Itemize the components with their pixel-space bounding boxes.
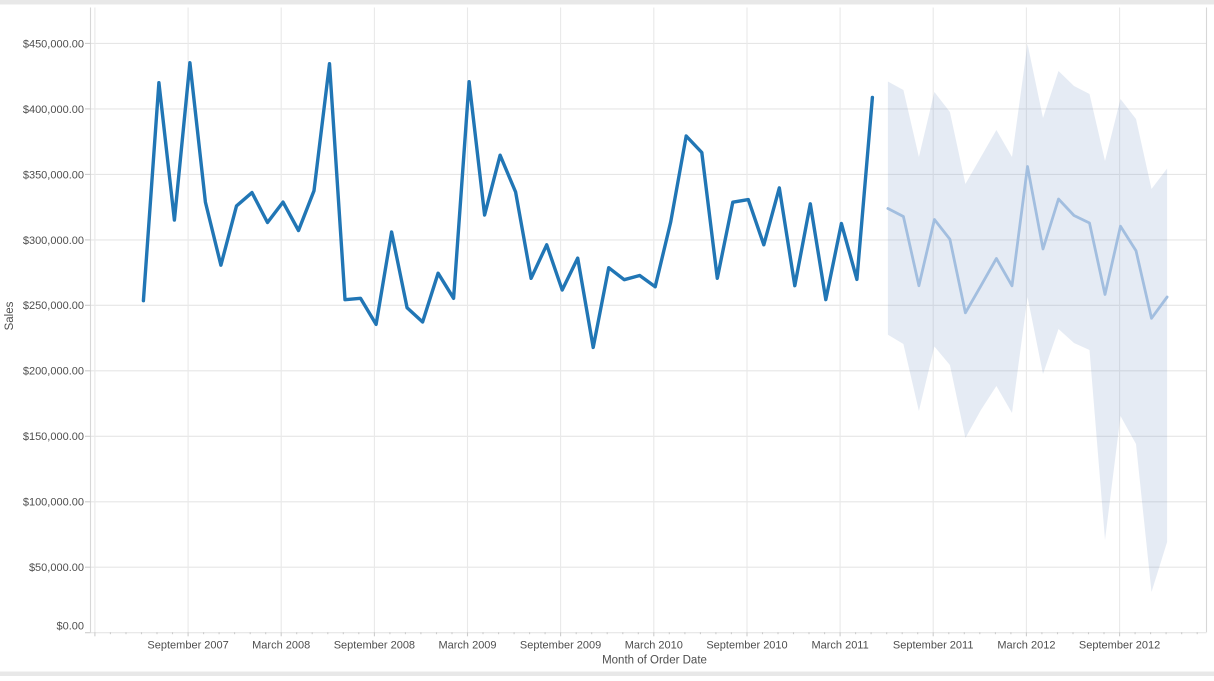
svg-text:$150,000.00: $150,000.00	[23, 431, 84, 443]
svg-text:March 2008: March 2008	[252, 639, 310, 651]
svg-text:$300,000.00: $300,000.00	[23, 235, 84, 247]
svg-text:September 2009: September 2009	[520, 639, 601, 651]
svg-text:$100,000.00: $100,000.00	[23, 497, 84, 509]
svg-text:$200,000.00: $200,000.00	[23, 366, 84, 378]
svg-text:$0.00: $0.00	[56, 620, 84, 632]
svg-text:March 2012: March 2012	[997, 639, 1055, 651]
svg-text:September 2007: September 2007	[147, 639, 228, 651]
svg-text:$250,000.00: $250,000.00	[23, 300, 84, 312]
svg-text:$400,000.00: $400,000.00	[23, 104, 84, 116]
svg-text:September 2012: September 2012	[1079, 639, 1160, 651]
svg-text:September 2011: September 2011	[893, 639, 974, 651]
svg-text:Month of Order Date: Month of Order Date	[602, 655, 707, 667]
svg-text:March 2011: March 2011	[811, 639, 868, 651]
svg-text:March 2010: March 2010	[625, 639, 683, 651]
svg-text:March 2009: March 2009	[438, 639, 496, 651]
svg-text:Sales: Sales	[4, 301, 16, 330]
svg-text:$350,000.00: $350,000.00	[23, 169, 84, 181]
svg-text:September 2010: September 2010	[706, 639, 787, 651]
svg-text:$50,000.00: $50,000.00	[29, 562, 84, 574]
svg-text:September 2008: September 2008	[334, 639, 415, 651]
svg-text:$450,000.00: $450,000.00	[23, 38, 84, 50]
